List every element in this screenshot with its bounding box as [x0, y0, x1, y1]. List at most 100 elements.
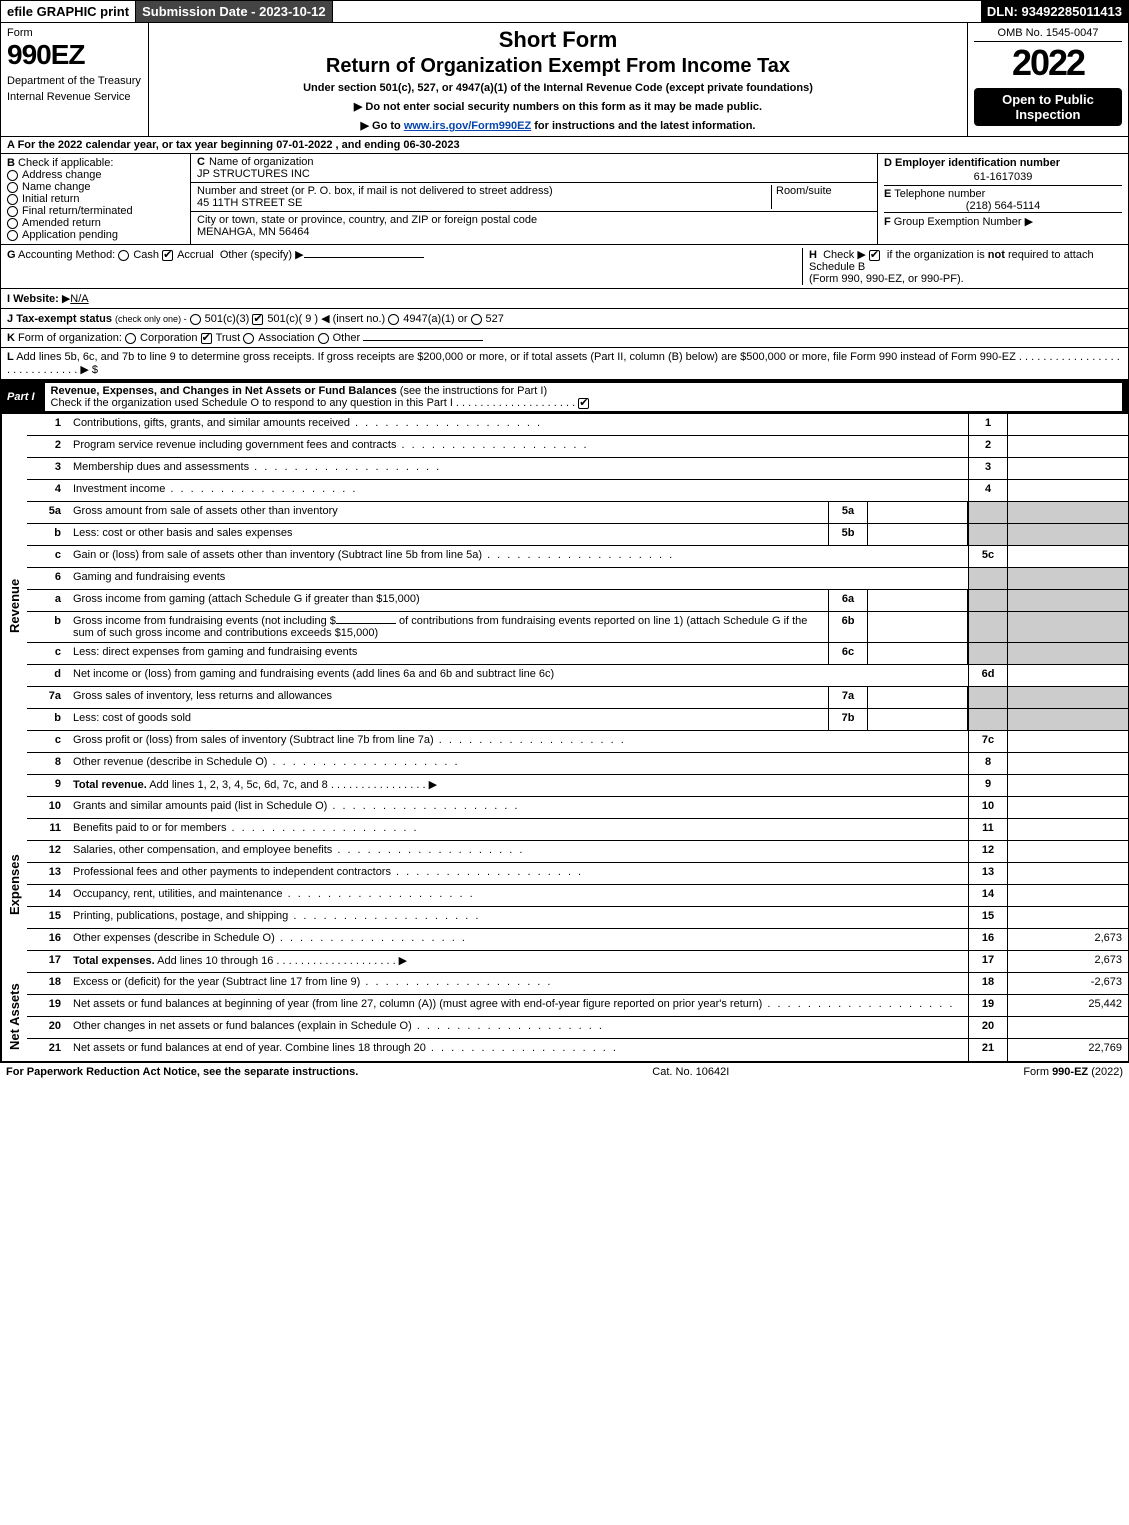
cb-corp[interactable] — [125, 333, 136, 344]
cb-other[interactable] — [318, 333, 329, 344]
j-sub: (check only one) - — [115, 314, 187, 324]
l9b: Add lines 1, 2, 3, 4, 5c, 6d, 7c, and 8 — [147, 779, 328, 791]
l17-wrap: Total expenses. Add lines 10 through 16 … — [67, 951, 968, 972]
title-main: Return of Organization Exempt From Incom… — [155, 55, 961, 78]
form-number: 990EZ — [7, 39, 142, 71]
row-7b: bLess: cost of goods sold7b — [27, 709, 1128, 731]
i-lab: I — [7, 293, 10, 305]
opt-amended: Amended return — [22, 217, 101, 229]
l-lab: L — [7, 351, 14, 363]
v21: 22,769 — [1008, 1039, 1128, 1061]
h-t1: Check ▶ — [823, 249, 866, 261]
tax-year: 2022 — [974, 42, 1122, 84]
v17: 2,673 — [1008, 951, 1128, 972]
opt-final: Final return/terminated — [22, 205, 133, 217]
city-val: MENAHGA, MN 56464 — [197, 226, 309, 238]
h-lab: H — [809, 249, 817, 261]
k-other-field[interactable] — [363, 340, 483, 341]
v2 — [1008, 436, 1128, 457]
l8: Other revenue (describe in Schedule O) — [67, 753, 968, 774]
l14: Occupancy, rent, utilities, and maintena… — [67, 885, 968, 906]
v16: 2,673 — [1008, 929, 1128, 950]
addr-row: Number and street (or P. O. box, if mail… — [191, 183, 877, 212]
row-14: 14Occupancy, rent, utilities, and mainte… — [27, 885, 1128, 907]
grp-arrow: ▶ — [1025, 216, 1033, 228]
cb-4947[interactable] — [388, 314, 399, 325]
j-o2: 501(c)( 9 ) — [267, 313, 318, 325]
row-2: 2Program service revenue including gover… — [27, 436, 1128, 458]
cb-assoc[interactable] — [243, 333, 254, 344]
fr-post: (2022) — [1088, 1066, 1123, 1078]
i-text: Website: — [13, 293, 59, 305]
footer-mid: Cat. No. 10642I — [652, 1066, 729, 1078]
k-trust: Trust — [216, 332, 241, 344]
row-6c: cLess: direct expenses from gaming and f… — [27, 643, 1128, 665]
cb-h[interactable] — [869, 250, 880, 261]
row-6: 6Gaming and fundraising events — [27, 568, 1128, 590]
l16: Other expenses (describe in Schedule O) — [67, 929, 968, 950]
row-6a: aGross income from gaming (attach Schedu… — [27, 590, 1128, 612]
d-lab: D — [884, 157, 892, 169]
row-15: 15Printing, publications, postage, and s… — [27, 907, 1128, 929]
netassets-rows: 18Excess or (deficit) for the year (Subt… — [27, 973, 1128, 1061]
k-lab: K — [7, 332, 15, 344]
j-o3: 4947(a)(1) or — [403, 313, 467, 325]
h-not: not — [988, 249, 1005, 261]
v18: -2,673 — [1008, 973, 1128, 994]
v1 — [1008, 414, 1128, 435]
opt-pending: Application pending — [22, 229, 118, 241]
efile-label[interactable]: efile GRAPHIC print — [1, 1, 136, 22]
v11 — [1008, 819, 1128, 840]
revenue-sidelabel: Revenue — [1, 414, 27, 797]
g-cash: Cash — [133, 249, 159, 261]
irs-link[interactable]: www.irs.gov/Form990EZ — [404, 120, 531, 132]
cb-527[interactable] — [471, 314, 482, 325]
title-sub: Under section 501(c), 527, or 4947(a)(1)… — [155, 82, 961, 94]
header-left: Form 990EZ Department of the Treasury In… — [1, 23, 149, 136]
opt-address: Address change — [22, 169, 102, 181]
l17: Total expenses. — [73, 955, 155, 967]
l-row: L Add lines 5b, 6c, and 7b to line 9 to … — [0, 348, 1129, 380]
j-o2ins: ◀ (insert no.) — [321, 313, 385, 325]
row-21: 21Net assets or fund balances at end of … — [27, 1039, 1128, 1061]
v10 — [1008, 797, 1128, 818]
cb-amended[interactable] — [7, 218, 18, 229]
footer-left: For Paperwork Reduction Act Notice, see … — [6, 1066, 358, 1078]
cb-accrual[interactable] — [162, 250, 173, 261]
k-row: K Form of organization: Corporation Trus… — [0, 329, 1129, 348]
cb-trust[interactable] — [201, 333, 212, 344]
cb-part1-o[interactable] — [578, 398, 589, 409]
cb-pending[interactable] — [7, 230, 18, 241]
submission-date: Submission Date - 2023-10-12 — [136, 1, 333, 22]
cb-address-change[interactable] — [7, 170, 18, 181]
k-corp: Corporation — [140, 332, 197, 344]
l6a: Gross income from gaming (attach Schedul… — [67, 590, 828, 611]
l10: Grants and similar amounts paid (list in… — [67, 797, 968, 818]
l6b-blank[interactable] — [336, 623, 396, 624]
dln: DLN: 93492285011413 — [981, 1, 1128, 22]
j-text: Tax-exempt status — [16, 313, 112, 325]
h-t4: (Form 990, 990-EZ, or 990-PF). — [809, 273, 964, 285]
fr-pre: Form — [1023, 1066, 1052, 1078]
org-name-row: CName of organization JP STRUCTURES INC — [191, 154, 877, 183]
footer-right: Form 990-EZ (2022) — [1023, 1066, 1123, 1078]
v15 — [1008, 907, 1128, 928]
row-4: 4Investment income4 — [27, 480, 1128, 502]
cb-final-return[interactable] — [7, 206, 18, 217]
cb-cash[interactable] — [118, 250, 129, 261]
g-other-field[interactable] — [304, 257, 424, 258]
org-name: JP STRUCTURES INC — [197, 168, 310, 180]
row-17: 17Total expenses. Add lines 10 through 1… — [27, 951, 1128, 973]
h-section: H Check ▶ if the organization is not req… — [802, 248, 1122, 285]
cb-initial-return[interactable] — [7, 194, 18, 205]
l19: Net assets or fund balances at beginning… — [67, 995, 968, 1016]
section-a-text: A For the 2022 calendar year, or tax yea… — [7, 139, 460, 151]
cb-501c3[interactable] — [190, 314, 201, 325]
cb-501c[interactable] — [252, 314, 263, 325]
tel-val: (218) 564-5114 — [884, 200, 1122, 212]
revenue-rows: 1Contributions, gifts, grants, and simil… — [27, 414, 1128, 797]
col-d: D Employer identification number 61-1617… — [878, 154, 1128, 244]
cb-name-change[interactable] — [7, 182, 18, 193]
header-right: OMB No. 1545-0047 2022 Open to Public In… — [968, 23, 1128, 136]
l4: Investment income — [67, 480, 968, 501]
